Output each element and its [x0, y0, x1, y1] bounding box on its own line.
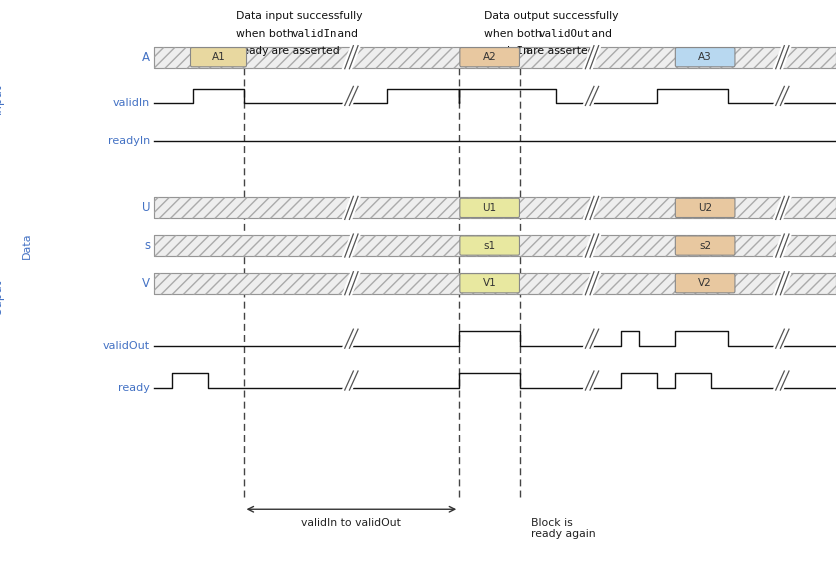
Bar: [154, 197, 836, 218]
Text: A1: A1: [211, 52, 226, 62]
Text: Block is
ready again: Block is ready again: [531, 518, 596, 539]
Text: when both: when both: [484, 29, 545, 39]
Bar: [154, 47, 836, 68]
Text: and: and: [587, 29, 612, 39]
FancyBboxPatch shape: [460, 274, 519, 293]
FancyBboxPatch shape: [190, 47, 247, 67]
FancyBboxPatch shape: [675, 236, 735, 255]
Text: V: V: [143, 277, 150, 290]
Text: ready: ready: [118, 383, 150, 393]
Text: when both: when both: [237, 29, 298, 39]
Text: validIn to validOut: validIn to validOut: [301, 518, 401, 527]
Bar: [154, 197, 836, 218]
FancyBboxPatch shape: [460, 198, 519, 218]
Text: are asserted: are asserted: [268, 46, 340, 56]
Text: s2: s2: [699, 240, 711, 251]
Text: Data input successfully: Data input successfully: [237, 11, 363, 21]
Text: U2: U2: [698, 203, 712, 213]
Bar: [154, 273, 836, 294]
FancyBboxPatch shape: [675, 274, 735, 293]
FancyBboxPatch shape: [675, 47, 735, 67]
Text: V2: V2: [698, 278, 712, 288]
Text: readyIn: readyIn: [108, 136, 150, 146]
Text: U1: U1: [482, 203, 497, 213]
Text: are asserted: are asserted: [523, 46, 595, 56]
Text: Data: Data: [21, 232, 31, 259]
Text: s: s: [144, 239, 150, 252]
Text: Input: Input: [0, 84, 4, 115]
Text: validIn: validIn: [113, 98, 150, 108]
Text: Ouput: Ouput: [0, 280, 4, 316]
FancyBboxPatch shape: [460, 47, 519, 67]
Text: readyIn: readyIn: [484, 46, 529, 56]
FancyBboxPatch shape: [460, 236, 519, 255]
Text: Data output successfully: Data output successfully: [484, 11, 619, 21]
Bar: [154, 47, 836, 68]
Text: A3: A3: [698, 52, 712, 62]
Text: A2: A2: [482, 52, 497, 62]
Text: ready: ready: [237, 46, 269, 56]
Text: s1: s1: [483, 240, 496, 251]
Text: A: A: [143, 51, 150, 64]
FancyBboxPatch shape: [675, 198, 735, 218]
Bar: [154, 235, 836, 256]
Bar: [154, 235, 836, 256]
Text: validIn: validIn: [291, 29, 336, 39]
Text: and: and: [334, 29, 358, 39]
Text: U: U: [142, 201, 150, 214]
Text: validOut: validOut: [103, 341, 150, 351]
Text: V1: V1: [482, 278, 497, 288]
Text: validOut: validOut: [539, 29, 591, 39]
Bar: [154, 273, 836, 294]
